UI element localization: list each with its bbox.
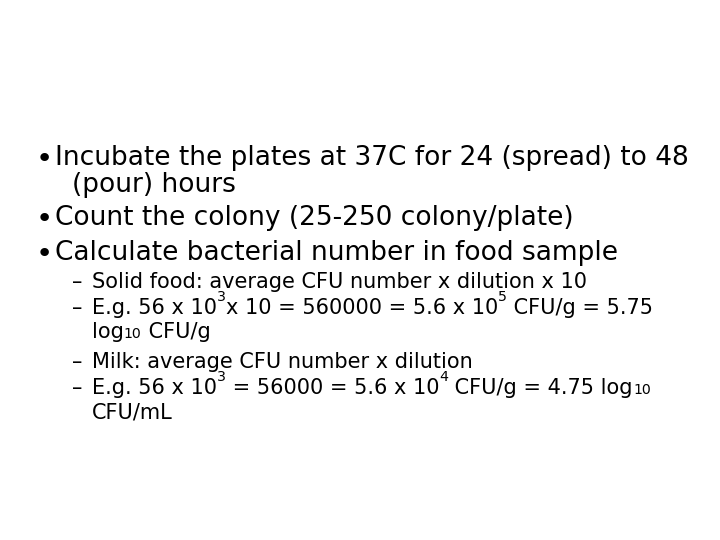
Text: 4: 4 xyxy=(439,370,449,384)
Text: E.g. 56 x 10: E.g. 56 x 10 xyxy=(92,298,217,318)
Text: Solid food: average CFU number x dilution x 10: Solid food: average CFU number x dilutio… xyxy=(92,272,587,292)
Text: –: – xyxy=(72,378,82,398)
Text: x 10 = 560000 = 5.6 x 10: x 10 = 560000 = 5.6 x 10 xyxy=(226,298,498,318)
Text: –: – xyxy=(72,352,82,372)
Text: CFU/g: CFU/g xyxy=(142,322,210,342)
Text: log: log xyxy=(92,322,124,342)
Text: •: • xyxy=(36,205,53,233)
Text: Count the colony (25-250 colony/plate): Count the colony (25-250 colony/plate) xyxy=(55,205,574,231)
Text: Calculate bacterial number in food sample: Calculate bacterial number in food sampl… xyxy=(55,240,618,266)
Text: –: – xyxy=(72,298,82,318)
Text: E.g. 56 x 10: E.g. 56 x 10 xyxy=(92,378,217,398)
Text: CFU/g = 5.75: CFU/g = 5.75 xyxy=(508,298,653,318)
Text: Milk: average CFU number x dilution: Milk: average CFU number x dilution xyxy=(92,352,473,372)
Text: (pour) hours: (pour) hours xyxy=(72,172,236,198)
Text: •: • xyxy=(36,145,53,173)
Text: •: • xyxy=(36,240,53,268)
Text: CFU/g = 4.75 log: CFU/g = 4.75 log xyxy=(449,378,633,398)
Text: 10: 10 xyxy=(124,327,142,341)
Text: CFU/mL: CFU/mL xyxy=(92,402,173,422)
Text: Incubate the plates at 37C for 24 (spread) to 48: Incubate the plates at 37C for 24 (sprea… xyxy=(55,145,689,171)
Text: 3: 3 xyxy=(217,370,226,384)
Text: 10: 10 xyxy=(633,383,651,397)
Text: 5: 5 xyxy=(498,290,508,303)
Text: –: – xyxy=(72,272,82,292)
Text: = 56000 = 5.6 x 10: = 56000 = 5.6 x 10 xyxy=(226,378,439,398)
Text: 3: 3 xyxy=(217,290,226,303)
